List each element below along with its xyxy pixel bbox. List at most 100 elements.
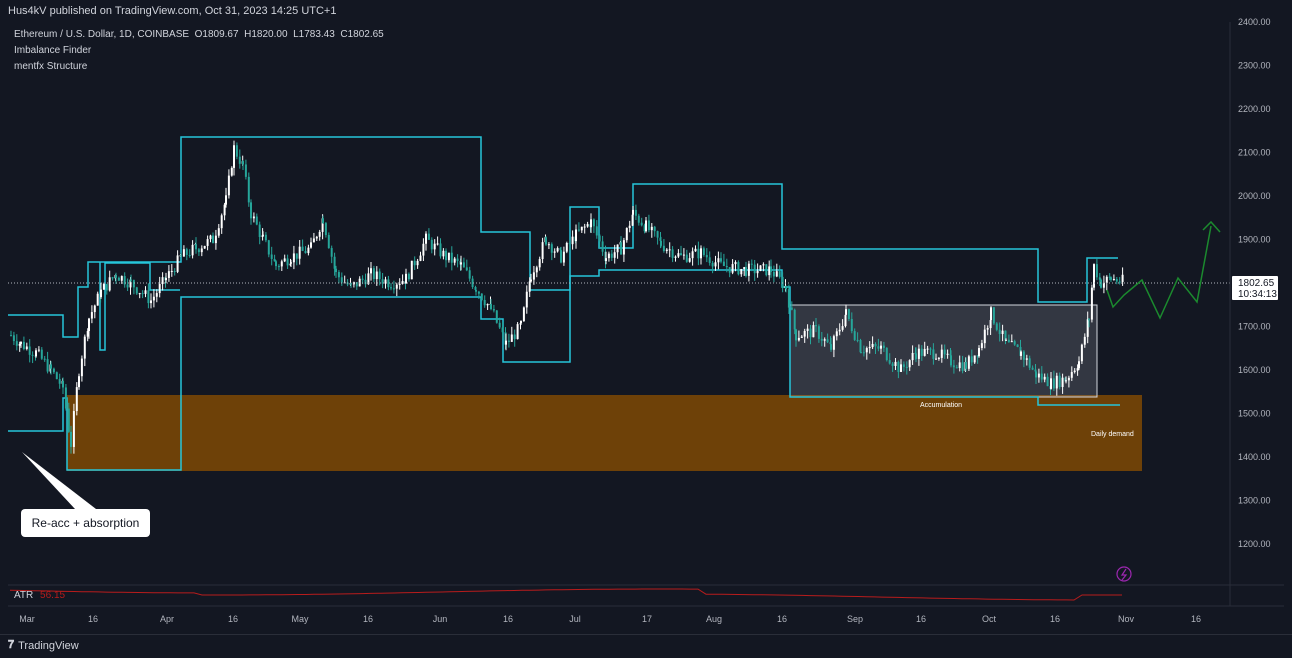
candle-body: [1095, 264, 1098, 278]
candle-body: [460, 262, 462, 265]
candle-body: [1093, 264, 1095, 288]
candle-body: [905, 366, 908, 368]
candle-body: [915, 353, 917, 359]
candle-body: [304, 250, 307, 254]
candle-body: [456, 258, 459, 261]
candle-body: [697, 248, 700, 259]
candle-body: [880, 345, 882, 349]
candle-body: [865, 348, 868, 353]
candle-body: [750, 263, 753, 265]
candle-body: [1004, 330, 1007, 341]
candle-body: [1005, 339, 1007, 341]
candle-body: [550, 244, 553, 253]
candle-body: [340, 277, 343, 283]
candle-body: [590, 219, 592, 228]
candle-body: [932, 349, 935, 359]
candle-body: [541, 242, 544, 260]
atr-label[interactable]: ATR: [14, 590, 34, 601]
candle-body: [355, 282, 358, 287]
lightning-glyph: [1120, 568, 1128, 581]
candle-body: [217, 228, 220, 236]
candle-body: [995, 323, 998, 330]
candle-body: [361, 278, 364, 280]
candle-body: [990, 307, 992, 321]
candle-body: [625, 228, 628, 241]
candle-body: [628, 225, 631, 229]
candle-body: [242, 161, 244, 165]
candle-body: [525, 291, 528, 308]
candle-body: [244, 164, 247, 177]
candle-body: [560, 250, 562, 263]
tradingview-brand[interactable]: 𝟕 TradingView: [8, 639, 79, 652]
candle-body: [144, 290, 147, 294]
candle-body: [520, 321, 522, 324]
candle-body: [115, 275, 117, 278]
indicator-mentfx-structure[interactable]: mentfx Structure: [14, 61, 88, 72]
candle-body: [850, 319, 853, 332]
candle-body: [1016, 344, 1019, 347]
candle-body: [575, 229, 577, 242]
candle-body: [965, 362, 967, 369]
candle-body: [498, 322, 501, 328]
candle-body: [820, 338, 823, 341]
candle-body: [370, 268, 372, 274]
candle-body: [616, 244, 619, 253]
candle-body: [22, 341, 25, 350]
indicator-imbalance-finder[interactable]: Imbalance Finder: [14, 45, 92, 56]
candle-body: [765, 264, 768, 276]
candle-body: [401, 280, 404, 284]
time-axis[interactable]: Mar 16 Apr 16 May 16 Jun 16 Jul 17 Aug 16 Sep 16 Oct 16…: [19, 614, 1201, 624]
candle-body: [197, 249, 200, 253]
candle-body: [1118, 281, 1121, 283]
candle-body: [238, 156, 241, 164]
candle-body: [607, 253, 610, 259]
price-tag-value: 1802.65: [1238, 278, 1275, 289]
candle-body: [170, 270, 173, 272]
candle-body: [580, 226, 583, 231]
candle-body: [318, 231, 321, 237]
candle-body: [78, 376, 80, 388]
lightning-icon[interactable]: [1116, 566, 1132, 582]
candle-body: [891, 363, 894, 366]
candle-body: [252, 216, 255, 219]
candle-body: [100, 289, 102, 298]
structure-line: [99, 262, 180, 351]
candle-body: [522, 307, 525, 322]
candle-body: [327, 235, 330, 249]
projection-path: [1106, 225, 1212, 320]
candle-body: [856, 339, 859, 341]
candle-body: [52, 368, 55, 373]
accumulation-box: [789, 304, 1098, 398]
candle-body: [803, 330, 806, 337]
candle-body: [25, 346, 28, 350]
candle-body: [775, 271, 778, 277]
candle-body: [1076, 368, 1079, 371]
symbol-name[interactable]: Ethereum / U.S. Dollar, 1D, COINBASE: [14, 29, 190, 40]
time-tick-label: Nov: [1118, 614, 1135, 624]
candle-body: [262, 234, 264, 236]
chart-legend: Ethereum / U.S. Dollar, 1D, COINBASE O18…: [14, 27, 384, 75]
candle-body: [874, 343, 877, 347]
candle-body: [720, 258, 722, 262]
candle-body: [392, 288, 395, 290]
candle-body: [445, 250, 447, 261]
candle-body: [530, 279, 532, 282]
price-tick-label: 1500.00: [1238, 409, 1271, 419]
candle-body: [214, 235, 217, 244]
candle-body: [1090, 287, 1093, 320]
candle-body: [665, 249, 668, 251]
candle-body: [973, 355, 976, 363]
candle-body: [830, 344, 832, 350]
candle-body: [422, 243, 425, 256]
candle-body: [436, 243, 439, 245]
candle-body: [722, 261, 725, 266]
candle-body: [191, 244, 194, 256]
candle-body: [310, 242, 312, 248]
candle-body: [324, 223, 327, 236]
candle-body: [395, 284, 398, 289]
candle-body: [93, 305, 96, 313]
time-tick-label: 16: [503, 614, 513, 624]
candle-body: [844, 314, 847, 327]
candle-body: [1088, 319, 1090, 321]
